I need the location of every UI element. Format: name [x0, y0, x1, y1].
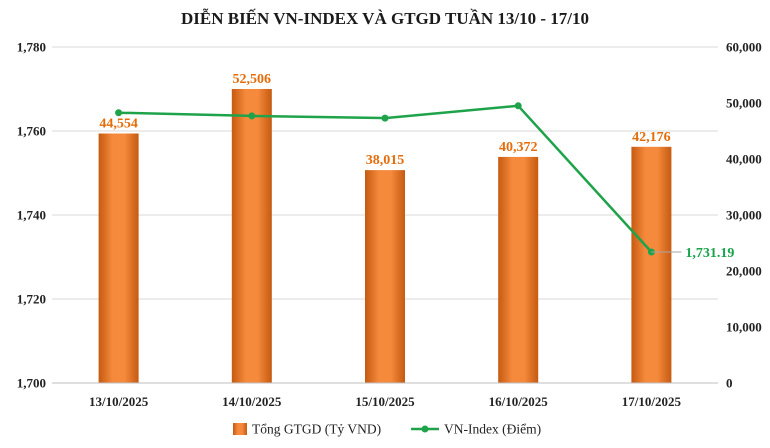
line-marker: [381, 114, 389, 122]
bar-value-label: 52,506: [233, 72, 272, 87]
line-marker: [248, 112, 256, 120]
bar-series: [98, 88, 672, 383]
x-axis-tick-label: 17/10/2025: [622, 394, 682, 409]
right-axis-tick-label: 40,000: [726, 152, 762, 167]
line-marker: [514, 102, 522, 110]
right-axis-tick-label: 20,000: [726, 264, 762, 279]
bar-value-label: 42,176: [632, 130, 671, 145]
x-axis-tick-label: 14/10/2025: [222, 394, 282, 409]
chart-title: DIỄN BIẾN VN-INDEX VÀ GTGD TUẦN 13/10 - …: [181, 9, 589, 28]
legend-label-bar: Tổng GTGD (Tỷ VND): [252, 422, 381, 437]
bar-value-label: 44,554: [99, 116, 138, 131]
bar: [231, 88, 272, 383]
right-axis-tick-label: 30,000: [726, 208, 762, 223]
right-axis-tick-label: 0: [726, 376, 733, 391]
left-axis-tick-label: 1,760: [17, 124, 46, 139]
x-axis-tick-label: 16/10/2025: [489, 394, 549, 409]
bar-value-label: 38,015: [366, 153, 405, 168]
bar-value-label: 40,372: [499, 140, 538, 155]
line-value-label: 1,731.19: [685, 246, 734, 261]
left-axis-tick-label: 1,740: [17, 208, 46, 223]
x-axis-tick-label: 15/10/2025: [355, 394, 415, 409]
right-axis-tick-label: 60,000: [726, 40, 762, 55]
x-axis-tick-label: 13/10/2025: [89, 394, 149, 409]
line-marker: [115, 109, 123, 117]
data-labels: 44,554 52,506 38,015 40,372 42,176 1,731.19: [99, 72, 734, 261]
legend-swatch-bar: [233, 423, 247, 435]
bar: [631, 146, 672, 383]
legend-label-line: VN-Index (Điểm): [444, 422, 541, 437]
right-axis-tick-label: 10,000: [726, 320, 762, 335]
left-axis-tick-label: 1,780: [17, 40, 46, 55]
legend-swatch-marker: [421, 425, 429, 433]
bar: [98, 133, 139, 383]
left-axis-tick-label: 1,700: [17, 376, 46, 391]
bar: [365, 170, 405, 383]
left-axis-tick-label: 1,720: [17, 292, 46, 307]
bar: [498, 156, 539, 383]
axes: 1,700 1,720 1,740 1,760 1,780 0 10,000 20,000 30…: [17, 40, 762, 410]
right-axis-tick-label: 50,000: [726, 96, 762, 111]
legend: Tổng GTGD (Tỷ VND) VN-Index (Điểm): [233, 422, 541, 437]
